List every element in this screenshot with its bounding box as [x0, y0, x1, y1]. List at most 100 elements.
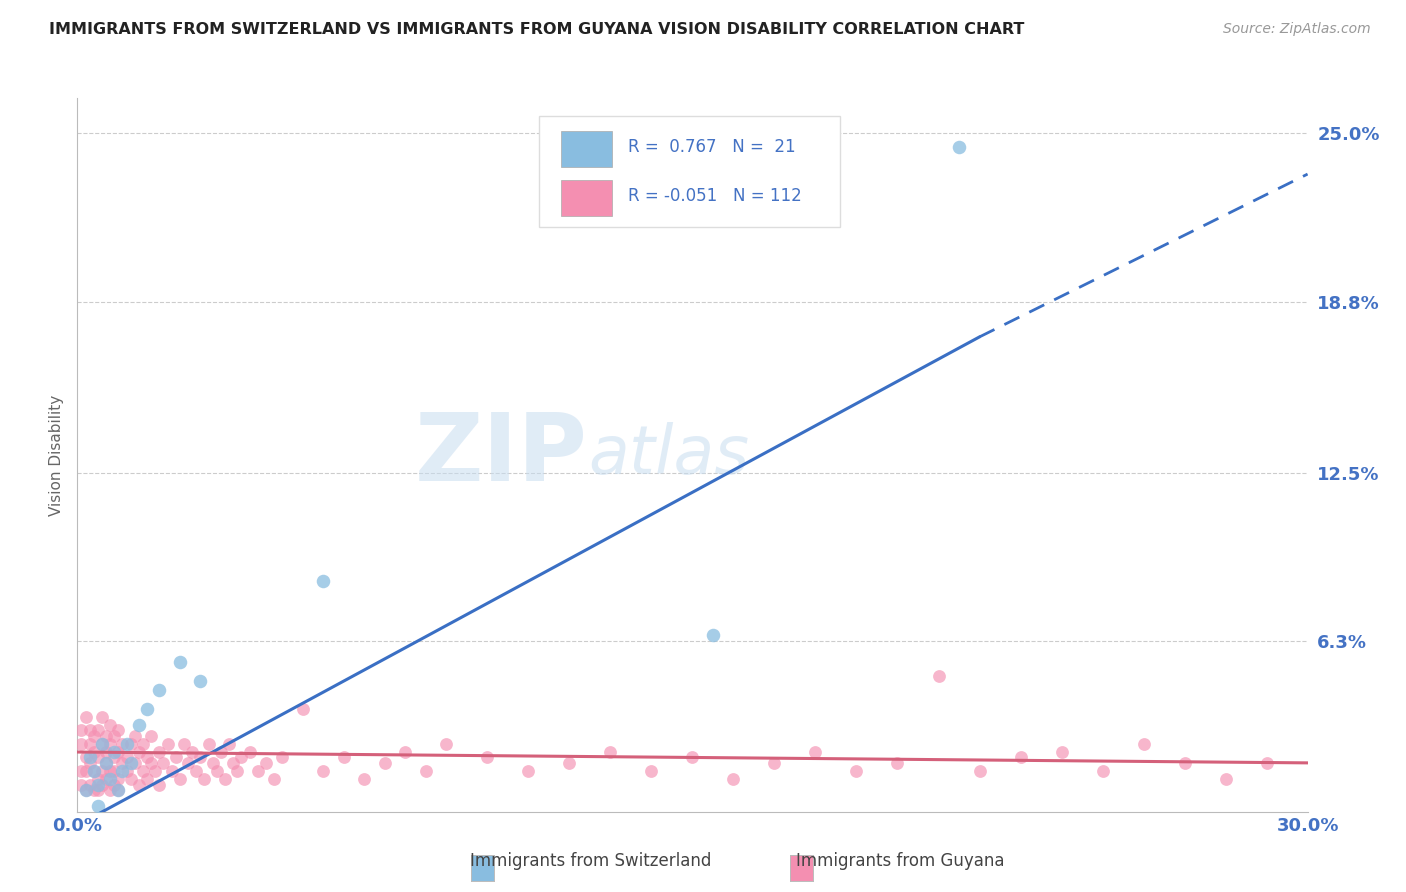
Point: [156, 737, 179, 751]
Point: [160, 764, 183, 778]
Point: [103, 764, 125, 778]
Point: [103, 729, 125, 743]
Point: [98, 737, 121, 751]
Point: [87, 723, 110, 738]
Point: [115, 750, 138, 764]
Point: [107, 723, 129, 738]
Point: [94, 756, 117, 770]
Point: [333, 750, 356, 764]
Point: [111, 737, 134, 751]
Point: [165, 750, 187, 764]
Point: [107, 745, 129, 759]
Point: [75, 750, 97, 764]
Point: [599, 745, 621, 759]
Point: [1215, 772, 1237, 786]
Text: Immigrants from Guyana: Immigrants from Guyana: [796, 852, 1004, 870]
Point: [87, 799, 110, 814]
Point: [271, 750, 294, 764]
Point: [246, 764, 269, 778]
Point: [79, 737, 101, 751]
Point: [152, 756, 174, 770]
Text: ZIP: ZIP: [415, 409, 588, 501]
Text: Source: ZipAtlas.com: Source: ZipAtlas.com: [1223, 22, 1371, 37]
Point: [98, 783, 121, 797]
Point: [640, 764, 662, 778]
Point: [374, 756, 396, 770]
Point: [132, 737, 155, 751]
Point: [436, 737, 458, 751]
Point: [98, 764, 121, 778]
Point: [120, 756, 142, 770]
Point: [188, 674, 212, 689]
Point: [148, 778, 170, 792]
Point: [132, 764, 155, 778]
Point: [845, 764, 868, 778]
Text: R = -0.051   N = 112: R = -0.051 N = 112: [628, 186, 803, 204]
Point: [1256, 756, 1278, 770]
Point: [254, 756, 277, 770]
Point: [177, 756, 200, 770]
Point: [90, 737, 114, 751]
Point: [128, 718, 150, 732]
Point: [107, 772, 129, 786]
FancyBboxPatch shape: [561, 180, 613, 216]
Point: [94, 756, 117, 770]
Point: [79, 778, 101, 792]
Point: [682, 750, 704, 764]
Point: [90, 737, 114, 751]
Point: [94, 745, 117, 759]
Point: [226, 764, 249, 778]
Point: [558, 756, 581, 770]
Point: [83, 764, 105, 778]
Point: [70, 737, 93, 751]
FancyBboxPatch shape: [538, 116, 841, 227]
Point: [115, 764, 138, 778]
Text: R =  0.767   N =  21: R = 0.767 N = 21: [628, 138, 796, 156]
Point: [222, 756, 245, 770]
Point: [201, 756, 224, 770]
Point: [124, 729, 146, 743]
Point: [312, 574, 335, 588]
Point: [87, 783, 110, 797]
Point: [75, 710, 97, 724]
Point: [209, 745, 232, 759]
Point: [477, 750, 499, 764]
Point: [98, 772, 121, 786]
Point: [98, 718, 121, 732]
Point: [1091, 764, 1114, 778]
Point: [83, 764, 105, 778]
Point: [193, 772, 215, 786]
Point: [517, 764, 540, 778]
Text: Immigrants from Switzerland: Immigrants from Switzerland: [470, 852, 711, 870]
Point: [1010, 750, 1032, 764]
Point: [886, 756, 908, 770]
Point: [75, 764, 97, 778]
Point: [136, 750, 159, 764]
Point: [239, 745, 262, 759]
Y-axis label: Vision Disability: Vision Disability: [49, 394, 65, 516]
Point: [205, 764, 228, 778]
Point: [141, 729, 163, 743]
Point: [90, 778, 114, 792]
Point: [186, 764, 208, 778]
Point: [969, 764, 991, 778]
Point: [70, 723, 93, 738]
Point: [804, 745, 827, 759]
Point: [111, 756, 134, 770]
Point: [124, 756, 146, 770]
Point: [83, 729, 105, 743]
Point: [263, 772, 285, 786]
Point: [141, 756, 163, 770]
Text: IMMIGRANTS FROM SWITZERLAND VS IMMIGRANTS FROM GUYANA VISION DISABILITY CORRELAT: IMMIGRANTS FROM SWITZERLAND VS IMMIGRANT…: [49, 22, 1025, 37]
Point: [94, 729, 117, 743]
Point: [231, 750, 253, 764]
Point: [87, 778, 110, 792]
Point: [111, 764, 134, 778]
Point: [148, 682, 170, 697]
Point: [115, 737, 138, 751]
Point: [136, 772, 159, 786]
Point: [136, 701, 159, 715]
Point: [83, 745, 105, 759]
Point: [107, 783, 129, 797]
Point: [1174, 756, 1197, 770]
